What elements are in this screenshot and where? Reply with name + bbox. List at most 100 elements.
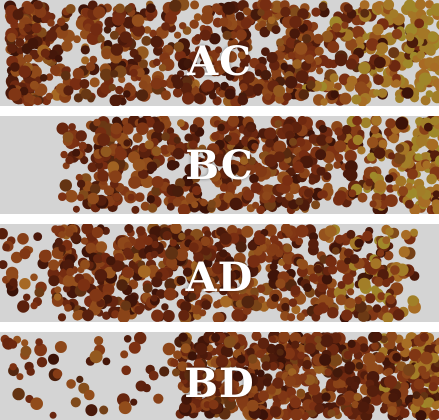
particle <box>119 31 132 43</box>
particle <box>370 125 380 135</box>
particle <box>93 118 101 127</box>
particle <box>34 343 47 357</box>
particle <box>358 61 371 75</box>
particle <box>376 42 389 54</box>
particle-field <box>56 116 439 214</box>
particle <box>73 35 81 44</box>
particle <box>245 374 259 387</box>
particle <box>172 147 185 160</box>
particle <box>372 304 382 313</box>
particle <box>373 276 384 287</box>
particle <box>404 199 414 209</box>
particle <box>232 371 244 382</box>
particle <box>417 27 430 40</box>
particle <box>369 171 378 180</box>
particle <box>88 0 98 10</box>
particle <box>242 71 255 84</box>
particle <box>372 23 384 36</box>
particle <box>184 133 193 142</box>
particle <box>109 94 122 106</box>
particle <box>161 90 171 101</box>
particle <box>51 225 60 234</box>
particle <box>0 260 8 270</box>
particle <box>328 353 342 367</box>
particle <box>240 17 252 29</box>
particle <box>304 342 316 355</box>
particle <box>153 393 164 404</box>
particle <box>218 273 231 285</box>
particle <box>241 295 255 309</box>
particle <box>371 285 380 294</box>
particle <box>407 168 418 180</box>
particle <box>173 41 184 53</box>
particle <box>195 393 203 401</box>
particle <box>191 260 203 272</box>
particle <box>386 294 396 305</box>
particle <box>357 401 369 413</box>
particle <box>174 31 182 39</box>
particle <box>227 38 239 50</box>
particle <box>373 74 384 86</box>
particle <box>124 4 133 13</box>
particle <box>69 77 83 91</box>
particle <box>353 393 362 402</box>
particle <box>345 38 358 51</box>
particle <box>252 83 264 95</box>
particle <box>224 256 235 266</box>
particle <box>289 137 297 146</box>
particle <box>211 333 221 343</box>
particle <box>401 229 411 240</box>
particle <box>65 228 74 238</box>
particle <box>430 62 439 72</box>
particle <box>331 23 342 33</box>
particle <box>58 192 67 201</box>
particle <box>432 190 439 198</box>
particle <box>161 132 170 141</box>
particle <box>120 350 129 359</box>
particle <box>54 54 63 63</box>
particle <box>434 344 439 354</box>
particle <box>405 23 418 36</box>
particle <box>64 304 72 312</box>
particle <box>89 77 100 88</box>
particle <box>45 29 58 42</box>
particle <box>343 248 353 258</box>
particle <box>297 351 305 360</box>
particle <box>256 350 265 359</box>
particle <box>2 243 10 252</box>
particle <box>311 7 321 17</box>
particle <box>246 347 255 356</box>
particle <box>386 184 395 193</box>
particle <box>359 0 370 10</box>
particle <box>290 408 303 420</box>
particle <box>327 307 339 319</box>
particle <box>175 248 189 262</box>
particle <box>103 185 115 196</box>
particle <box>178 232 186 241</box>
particle <box>184 368 197 382</box>
particle <box>153 58 161 67</box>
particle <box>108 83 117 92</box>
particle <box>219 232 232 245</box>
particle <box>12 387 25 401</box>
particle <box>173 350 182 360</box>
particle <box>403 363 416 376</box>
particle <box>7 43 17 54</box>
particle-field <box>0 332 439 420</box>
particle <box>285 192 294 201</box>
particle <box>284 76 298 89</box>
particle <box>374 352 386 364</box>
particle <box>344 149 357 163</box>
particle <box>395 116 409 130</box>
particle <box>362 230 373 242</box>
particle <box>127 193 135 201</box>
particle <box>385 332 398 343</box>
particle <box>351 26 365 39</box>
particle <box>132 24 146 37</box>
particle-field <box>4 0 439 106</box>
particle <box>357 146 366 155</box>
particle <box>273 151 285 163</box>
particle <box>313 305 324 316</box>
particle <box>280 6 291 18</box>
particle <box>319 190 328 199</box>
